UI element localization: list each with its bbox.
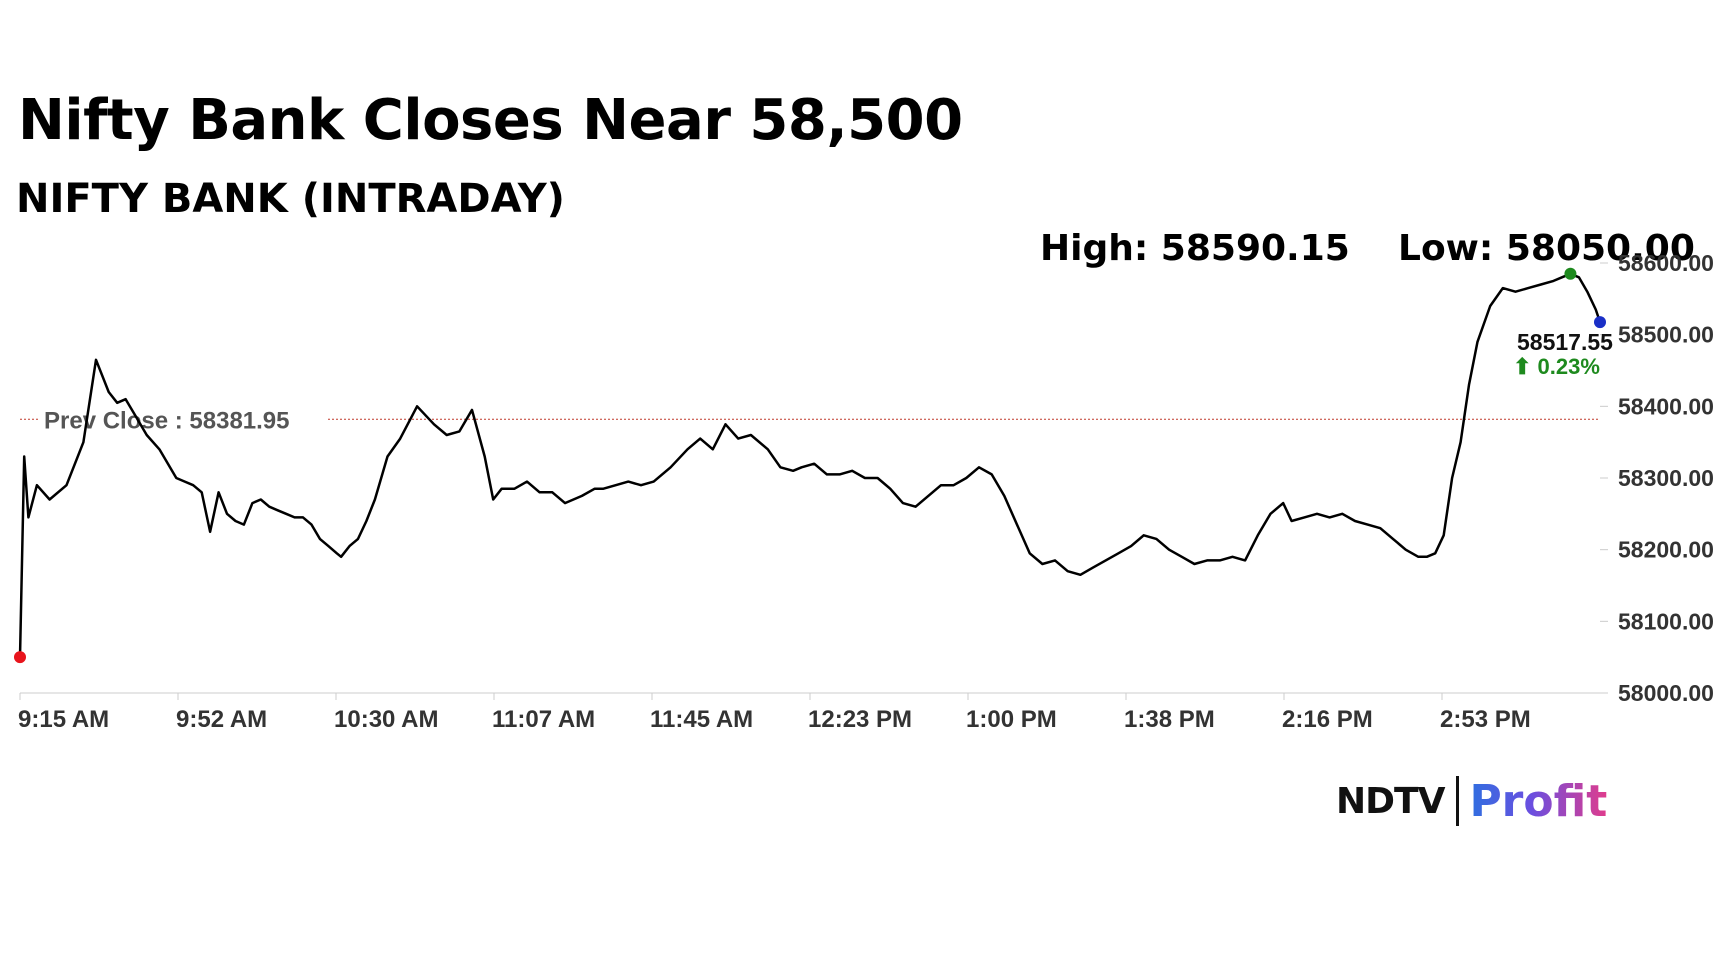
x-tick-label: 11:07 AM	[492, 706, 595, 733]
chart-title: Nifty Bank Closes Near 58,500	[18, 88, 963, 153]
x-axis-ticks: 9:15 AM 9:52 AM 10:30 AM 11:07 AM 11:45 AM 12…	[18, 693, 1531, 733]
brand-logo: NDTV Profit	[1336, 775, 1608, 827]
y-tick-label: 58500.00	[1618, 322, 1714, 348]
chart-subtitle: NIFTY BANK (INTRADAY)	[16, 176, 565, 222]
y-tick-label: 58000.00	[1618, 680, 1714, 706]
x-tick-label: 11:45 AM	[650, 706, 753, 733]
open-marker	[14, 651, 26, 664]
high-stat: High: 58590.15	[1040, 228, 1350, 269]
y-tick-label: 58600.00	[1618, 250, 1714, 276]
price-series-line	[18, 272, 1602, 658]
y-tick-label: 58100.00	[1618, 608, 1714, 634]
last-price-label: 58517.55	[1517, 329, 1613, 355]
x-tick-label: 9:15 AM	[18, 706, 109, 733]
y-tick-label: 58400.00	[1618, 393, 1714, 419]
prev-close-label: Prev Close : 58381.95	[44, 407, 290, 434]
high-marker	[1564, 267, 1577, 280]
x-tick-label: 1:38 PM	[1124, 706, 1215, 733]
last-price-marker	[1594, 316, 1606, 329]
y-tick-label: 58200.00	[1618, 537, 1714, 563]
logo-divider	[1456, 776, 1460, 826]
x-tick-label: 9:52 AM	[176, 706, 267, 733]
x-tick-label: 2:16 PM	[1282, 706, 1373, 733]
change-percent-label: ⬆ 0.23%	[1513, 354, 1600, 379]
profit-wordmark: Profit	[1469, 775, 1608, 827]
x-tick-label: 2:53 PM	[1440, 706, 1531, 733]
x-tick-label: 12:23 PM	[808, 706, 912, 733]
low-stat: Low: 58050.00	[1398, 228, 1695, 269]
x-tick-label: 1:00 PM	[966, 706, 1057, 733]
y-axis-ticks: 58000.00 58100.00 58200.00 58300.00 58400.00…	[1600, 250, 1714, 706]
ndtv-wordmark: NDTV	[1336, 780, 1445, 822]
x-tick-label: 10:30 AM	[334, 706, 438, 733]
y-tick-label: 58300.00	[1618, 465, 1714, 491]
